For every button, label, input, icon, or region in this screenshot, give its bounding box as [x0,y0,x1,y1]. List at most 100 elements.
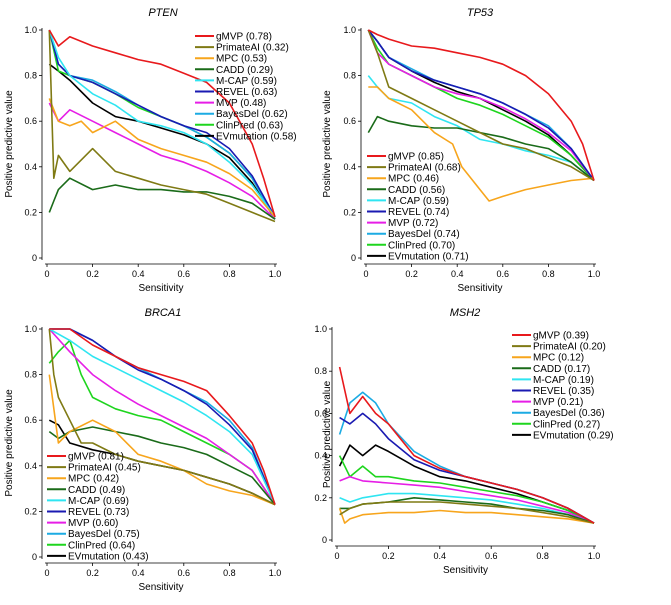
legend-label-cadd: CADD (0.17) [533,364,590,375]
legend: gMVP (0.81)PrimateAI (0.45)MPC (0.42)CAD… [47,452,149,562]
series-line-mpc [48,374,276,506]
y-tick-label: 0.8 [24,370,37,380]
x-axis-label: Sensitivity [457,283,502,294]
legend-label-gmvp: gMVP (0.81) [68,452,124,463]
series-line-revel [367,29,595,181]
series-line-mvp [367,29,595,181]
legend-label-evmutation: EVmutation (0.71) [388,251,469,262]
series-line-mvp [339,475,595,524]
x-tick-label: 0.6 [485,551,498,561]
panel-brca1: BRCA1 0 0.2 0.4 0.6 0.8 1.0 0 0.2 0.4 0.6 0.8 1.0 Sen… [4,307,281,593]
legend-label-m-cap: M-CAP (0.59) [216,76,277,87]
legend-label-primateai: PrimateAI (0.32) [216,43,289,54]
chart-title: BRCA1 [145,307,182,319]
legend-label-clinpred: ClinPred (0.63) [216,120,283,131]
x-tick-label: 0.2 [382,551,395,561]
series-line-primateai [48,328,276,506]
panel-msh2: MSH2 0 0.2 0.4 0.6 0.8 1.0 0 0.2 0.4 0.6 0.8 1.0 Sens… [314,307,613,576]
x-tick-label: 0.8 [542,269,555,279]
legend-label-evmutation: EVmutation (0.43) [68,551,149,562]
x-axis-label: Sensitivity [443,565,488,576]
series-line-mpc [48,98,276,218]
y-tick-label: 0.6 [343,116,356,126]
series-line-m-cap [48,328,276,505]
series-line-evmutation [48,63,276,220]
y-tick-label: 1.0 [24,324,37,334]
legend-label-cadd: CADD (0.29) [216,65,273,76]
panel-tp53: TP53 0 0.2 0.4 0.6 0.8 1.0 0 0.2 0.4 0.6 0.8 1.0 Sens… [322,7,600,294]
legend-label-revel: REVEL (0.73) [68,507,129,518]
y-axis-label: Positive predictive value [322,90,333,198]
legend-label-clinpred: ClinPred (0.64) [68,540,135,551]
legend-label-bayesdel: BayesDel (0.74) [388,229,460,240]
legend-label-m-cap: M-CAP (0.69) [68,496,129,507]
series-line-mvp [48,102,276,220]
series-line-m-cap [339,492,595,524]
y-tick-label: 0 [32,552,37,562]
series-line-mpc [368,86,595,202]
x-tick-label: 0.6 [178,269,191,279]
y-tick-label: 0 [322,535,327,545]
chart-title: MSH2 [450,307,481,319]
x-tick-label: 0.4 [451,269,464,279]
x-tick-label: 0 [44,568,49,578]
x-tick-label: 0.6 [178,568,191,578]
series-line-primateai [339,501,595,524]
legend-label-mpc: MPC (0.42) [68,474,119,485]
series-line-cadd [367,115,595,182]
x-tick-label: 1.0 [269,269,282,279]
series-line-gmvp [367,29,595,181]
legend-label-primateai: PrimateAI (0.20) [533,342,606,353]
legend-label-bayesdel: BayesDel (0.36) [533,408,605,419]
legend-label-gmvp: gMVP (0.39) [533,331,589,342]
series-line-gmvp [49,328,276,505]
legend-label-gmvp: gMVP (0.85) [388,152,444,163]
y-tick-label: 0.2 [24,506,37,516]
legend-label-primateai: PrimateAI (0.68) [388,163,461,174]
chart-title: PTEN [148,7,177,19]
legend-label-revel: REVEL (0.74) [388,207,449,218]
y-tick-label: 0.2 [343,207,356,217]
x-tick-label: 0 [363,269,368,279]
y-tick-label: 0.4 [314,451,327,461]
series-line-primateai [367,29,595,182]
y-tick-label: 0.4 [24,162,37,172]
y-tick-label: 1.0 [314,324,327,334]
legend-label-cadd: CADD (0.56) [388,185,445,196]
legend-label-bayesdel: BayesDel (0.62) [216,109,288,120]
legend-label-m-cap: M-CAP (0.59) [388,196,449,207]
legend-label-evmutation: EVmutation (0.29) [533,430,614,441]
legend-label-mvp: MVP (0.60) [68,518,118,529]
y-axis-label: Positive predictive value [4,389,15,497]
series-lines [367,29,595,202]
legend-label-primateai: PrimateAI (0.45) [68,463,141,474]
legend-label-m-cap: M-CAP (0.19) [533,375,594,386]
y-tick-label: 0 [32,253,37,263]
legend-label-bayesdel: BayesDel (0.75) [68,529,140,540]
x-tick-label: 0.8 [223,568,236,578]
x-tick-label: 0.2 [86,568,99,578]
x-tick-label: 0 [44,269,49,279]
y-tick-label: 1.0 [24,25,37,35]
y-tick-label: 1.0 [343,25,356,35]
legend-label-clinpred: ClinPred (0.70) [388,240,455,251]
x-axis-label: Sensitivity [138,582,183,593]
legend-label-gmvp: gMVP (0.78) [216,32,272,43]
y-axis-label: Positive predictive value [4,90,15,198]
legend-label-mvp: MVP (0.72) [388,218,438,229]
series-line-cadd [48,177,276,220]
panel-pten: PTEN 0 0.2 0.4 0.6 0.8 1.0 0 0.2 0.4 0.6 0.8 1.0 Sens… [4,7,297,294]
y-tick-label: 0.4 [24,461,37,471]
x-tick-label: 0.8 [536,551,549,561]
y-tick-label: 0.2 [314,493,327,503]
x-tick-label: 0.2 [86,269,99,279]
series-line-m-cap [48,29,276,218]
legend: gMVP (0.85)PrimateAI (0.68)MPC (0.46)CAD… [367,152,469,262]
y-tick-label: 0.2 [24,207,37,217]
series-lines [48,328,276,506]
y-tick-label: 0.6 [314,408,327,418]
legend-label-mpc: MPC (0.46) [388,174,439,185]
x-tick-label: 0.2 [405,269,418,279]
y-tick-label: 0 [351,253,356,263]
legend-label-mpc: MPC (0.53) [216,54,267,65]
